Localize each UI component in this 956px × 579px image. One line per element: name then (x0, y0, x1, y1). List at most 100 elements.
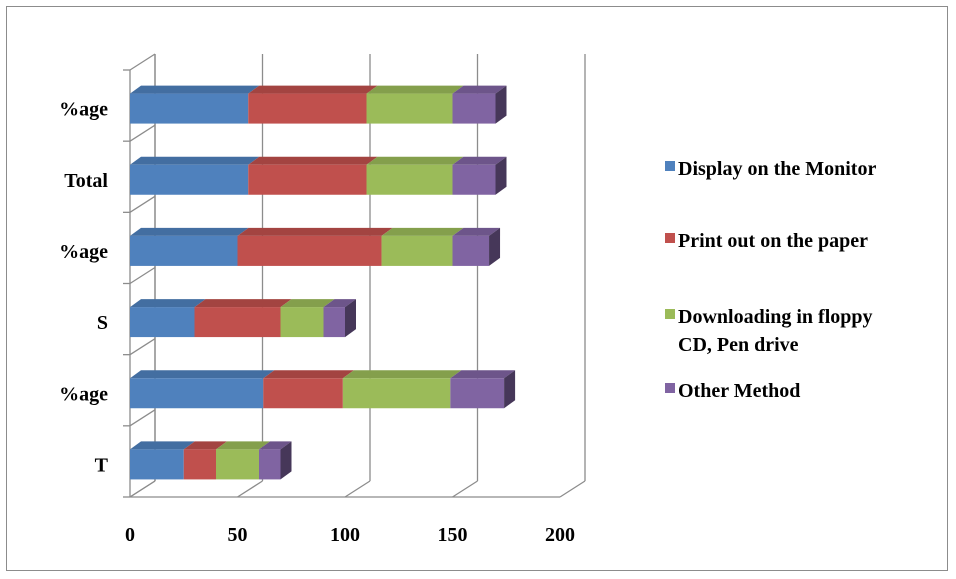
x-tick-label: 0 (125, 524, 135, 546)
x-tick-label: 150 (438, 524, 468, 546)
bar-face (452, 235, 490, 266)
legend-swatch (665, 383, 675, 393)
bar-segment (259, 441, 292, 480)
floor-line (559, 480, 586, 498)
bar-end (495, 156, 507, 195)
bar-top (130, 85, 260, 94)
side-wall-line (129, 53, 156, 71)
bar-segment (130, 227, 249, 266)
legend-label: Print out on the paper (678, 230, 868, 252)
bars (130, 85, 516, 480)
bar-top (280, 299, 335, 308)
bar-face (248, 93, 367, 124)
bar-top (130, 370, 275, 379)
bar-top (263, 370, 354, 379)
bar-face (323, 307, 345, 338)
bar-top (366, 156, 464, 165)
bar-top (130, 299, 206, 308)
bar-face (183, 449, 216, 480)
bar-face (130, 378, 264, 409)
bar-top (366, 85, 464, 94)
side-wall-line (129, 124, 156, 142)
bar-segment (263, 370, 354, 409)
bar-face (130, 307, 195, 338)
bar-top (216, 441, 270, 450)
bar-segment (216, 441, 270, 480)
gridlines (123, 53, 586, 498)
floor-line (452, 480, 478, 498)
bar-face (237, 235, 382, 266)
floor-line (344, 480, 371, 498)
bar-top (450, 370, 516, 379)
side-wall-line (129, 195, 156, 213)
bar-segment (130, 370, 275, 409)
category-label: %age (59, 383, 108, 405)
bar-face (366, 93, 453, 124)
bar-end (504, 370, 516, 409)
side-wall-line (129, 338, 156, 356)
bar-top (130, 227, 249, 236)
legend-label: CD, Pen drive (678, 334, 799, 356)
bar-face (452, 93, 496, 124)
bar-end (280, 441, 292, 480)
floor-line (237, 480, 263, 498)
bar-segment (194, 299, 292, 338)
bar-top (259, 441, 292, 450)
bar-top (130, 441, 195, 450)
bar-segment (366, 156, 464, 195)
bar-top (183, 441, 227, 450)
bar-face (130, 93, 249, 124)
bar-top (194, 299, 292, 308)
x-tick-label: 100 (330, 524, 360, 546)
bar-top (452, 156, 507, 165)
bar-top (452, 227, 501, 236)
bar-face (342, 378, 451, 409)
bar-top (452, 85, 507, 94)
bar-segment (280, 299, 335, 338)
bar-face (280, 307, 324, 338)
category-label: %age (59, 241, 108, 263)
bar-segment (130, 299, 206, 338)
bar-segment (130, 441, 195, 480)
bar-segment (452, 156, 507, 195)
x-tick-label: 50 (228, 524, 248, 546)
bar-top (237, 227, 393, 236)
legend-label: Display on the Monitor (678, 158, 876, 180)
bar-end (489, 227, 501, 266)
bar-end (345, 299, 356, 338)
legend: Display on the Monitor Print out on the p… (665, 158, 876, 402)
category-label: %age (59, 99, 108, 121)
bar-segment (323, 299, 356, 338)
side-wall-line (129, 480, 156, 498)
bar-top (342, 370, 462, 379)
bar-top (130, 156, 260, 165)
bar-face (450, 378, 505, 409)
bar-face (452, 164, 496, 195)
side-wall-line (129, 266, 156, 285)
bar-face (259, 449, 281, 480)
bar-top (323, 299, 356, 308)
bar-face (263, 378, 343, 409)
bar-top (248, 85, 378, 94)
legend-swatch (665, 233, 675, 243)
side-wall-line (129, 409, 156, 427)
bar-face (248, 164, 367, 195)
bar-segment (183, 441, 227, 480)
legend-label: Other Method (678, 380, 800, 402)
bar-face (130, 235, 238, 266)
legend-swatch (665, 309, 675, 319)
legend-swatch (665, 161, 675, 171)
bar-segment (248, 85, 378, 124)
legend-label: Downloading in floppy (678, 306, 873, 328)
bar-segment (452, 227, 501, 266)
bar-face (381, 235, 453, 266)
bar-segment (450, 370, 516, 409)
bar-face (216, 449, 259, 480)
x-tick-label: 200 (545, 524, 575, 546)
category-label: Total (64, 170, 108, 192)
bar-end (495, 85, 507, 124)
bar-face (130, 164, 249, 195)
bar-segment (237, 227, 393, 266)
bar-segment (381, 227, 464, 266)
